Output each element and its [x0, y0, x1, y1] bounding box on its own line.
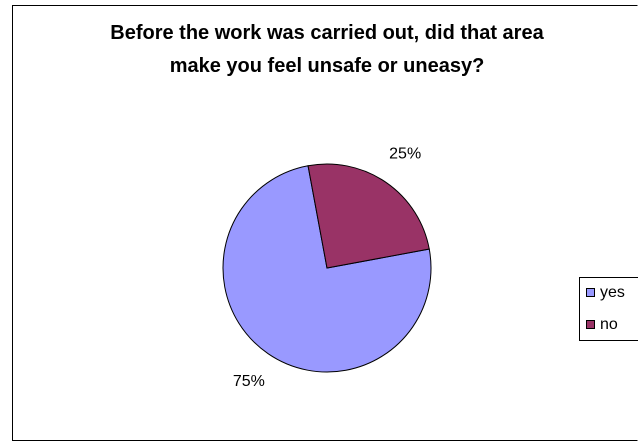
chart-frame	[12, 5, 638, 441]
data-label: 25%	[389, 145, 421, 162]
legend-marker	[586, 288, 595, 297]
legend-label: no	[600, 316, 618, 333]
legend-label: yes	[600, 284, 625, 301]
pie-slice	[307, 163, 430, 269]
chart-title: Before the work was carried out, did tha…	[110, 22, 544, 77]
legend-marker	[586, 320, 595, 329]
data-label: 75%	[233, 373, 265, 390]
pie-slice	[222, 165, 432, 373]
